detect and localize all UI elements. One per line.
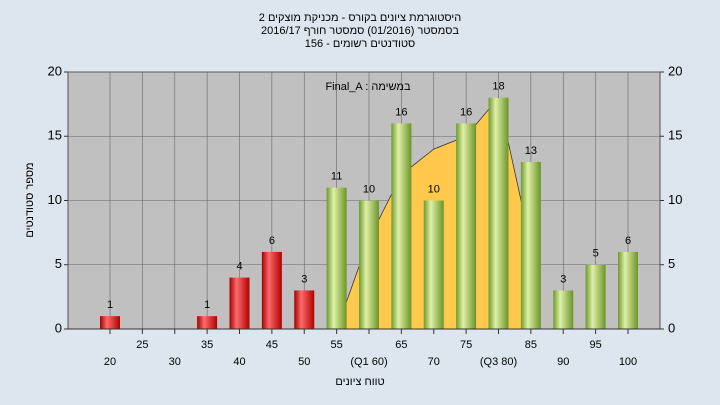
- bar: [100, 316, 120, 329]
- y-tick-label-right: 20: [668, 63, 682, 78]
- bar: [197, 316, 218, 329]
- y-tick-label: 5: [55, 256, 62, 271]
- annotation: Final_A : במשימה: [325, 81, 411, 93]
- data-label: 1: [204, 299, 210, 311]
- y-tick-label: 20: [48, 63, 62, 78]
- bar: [261, 251, 282, 329]
- data-label: 6: [625, 235, 631, 247]
- data-label: 6: [269, 235, 275, 247]
- bar: [294, 290, 315, 329]
- bar: [229, 277, 250, 329]
- bar: [553, 290, 574, 329]
- x-tick-label: 85: [525, 339, 537, 351]
- y-tick-label: 10: [48, 192, 62, 207]
- x-tick-label: 40: [233, 356, 245, 368]
- x-tick-label: 75: [460, 339, 472, 351]
- subtitle: סטודנטים רשומים - 156: [305, 38, 416, 50]
- x-tick-label: 55: [331, 339, 343, 351]
- data-label: 11: [331, 171, 342, 183]
- x-axis-label: טווח ציונים: [335, 376, 384, 388]
- data-label: 16: [395, 106, 407, 118]
- y-tick-label-right: 15: [668, 128, 682, 143]
- data-label: 4: [236, 261, 242, 273]
- y-tick-label: 0: [55, 320, 62, 335]
- x-tick-label: 70: [428, 356, 440, 368]
- y-tick-label-right: 0: [668, 320, 675, 335]
- y-axis-label: מספר סטודנטים: [24, 162, 36, 237]
- y-tick-label: 15: [48, 128, 62, 143]
- x-tick-label: 50: [298, 356, 310, 368]
- x-tick-label: 20: [104, 356, 116, 368]
- bar: [391, 123, 412, 330]
- y-tick-label-right: 10: [668, 192, 682, 207]
- x-tick-label: (Q3 80): [480, 356, 517, 368]
- bar: [423, 200, 444, 329]
- bar: [359, 200, 379, 329]
- x-tick-label: 100: [619, 356, 637, 368]
- y-tick-label-right: 5: [668, 256, 675, 271]
- data-label: 16: [460, 106, 472, 118]
- data-label: 1: [107, 299, 113, 311]
- data-label: 13: [525, 145, 537, 157]
- data-label: 3: [301, 273, 307, 285]
- x-tick-label: (Q1 60): [350, 356, 387, 368]
- x-tick-label: 35: [201, 339, 213, 351]
- bar: [326, 187, 347, 329]
- x-tick-label: 25: [136, 339, 148, 351]
- data-label: 18: [492, 81, 504, 93]
- x-tick-label: 95: [590, 339, 602, 351]
- x-tick-label: 90: [557, 356, 569, 368]
- title: היסטוגרמת ציונים בקורס - מכניקת מוצקים 2: [259, 12, 461, 24]
- bar: [618, 251, 638, 329]
- x-tick-label: 65: [395, 339, 407, 351]
- subtitle: בסמסטר (01/2016) סמסטר חורף 2016/17: [261, 25, 459, 37]
- x-tick-label: 45: [266, 339, 278, 351]
- bar: [585, 264, 606, 329]
- data-label: 3: [560, 273, 566, 285]
- bar: [488, 97, 509, 329]
- x-tick-label: 30: [169, 356, 181, 368]
- data-label: 5: [593, 248, 599, 260]
- data-label: 10: [363, 183, 375, 195]
- bar: [520, 161, 541, 329]
- bar: [456, 123, 477, 330]
- data-label: 10: [428, 183, 440, 195]
